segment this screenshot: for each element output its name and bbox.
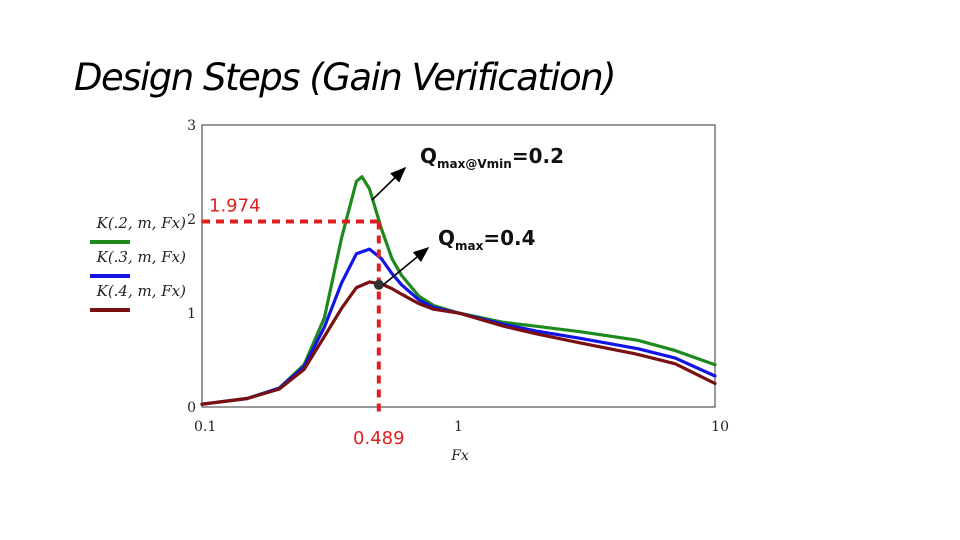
x-tick-label: 1 (454, 419, 463, 435)
operating-point-marker (373, 279, 384, 290)
legend-label-1: K(.2, m, Fx) (96, 214, 187, 232)
qmax-annotation: Qmax=0.4 (438, 226, 536, 253)
frequency-value-label: 0.489 (353, 428, 405, 449)
legend-label-3: K(.4, m, Fx) (96, 282, 187, 300)
x-tick-label: 10 (711, 419, 729, 435)
annotation-layer: 1.974 0.489 Qmax@Vmin=0.2 Qmax=0.4 (202, 136, 613, 449)
series-line-2 (200, 247, 717, 406)
y-tick-label: 1 (187, 306, 196, 322)
arrow-qmax-vmin (371, 166, 407, 201)
slide-title: Design Steps (Gain Verification) (74, 56, 617, 99)
legend-label-2: K(.3, m, Fx) (96, 248, 187, 266)
y-tick-label: 0 (187, 400, 196, 416)
gain-value-label: 1.974 (209, 195, 261, 216)
series-layer (200, 175, 717, 406)
legend: K(.2, m, Fx) K(.3, m, Fx) K(.4, m, Fx) (90, 214, 187, 312)
y-tick-label: 3 (187, 118, 196, 134)
qmax-vmin-annotation: Qmax@Vmin=0.2 (420, 144, 564, 171)
x-tick-label: 0.1 (194, 419, 216, 435)
x-axis-label: Fx (450, 448, 469, 464)
arrow-qmax (382, 246, 430, 286)
annotation-box-qmax (430, 214, 570, 262)
y-tick-label: 2 (187, 212, 196, 228)
annotation-box-qmax-vmin (413, 136, 613, 178)
series-line-1 (200, 175, 717, 406)
series-line-3 (200, 280, 717, 406)
